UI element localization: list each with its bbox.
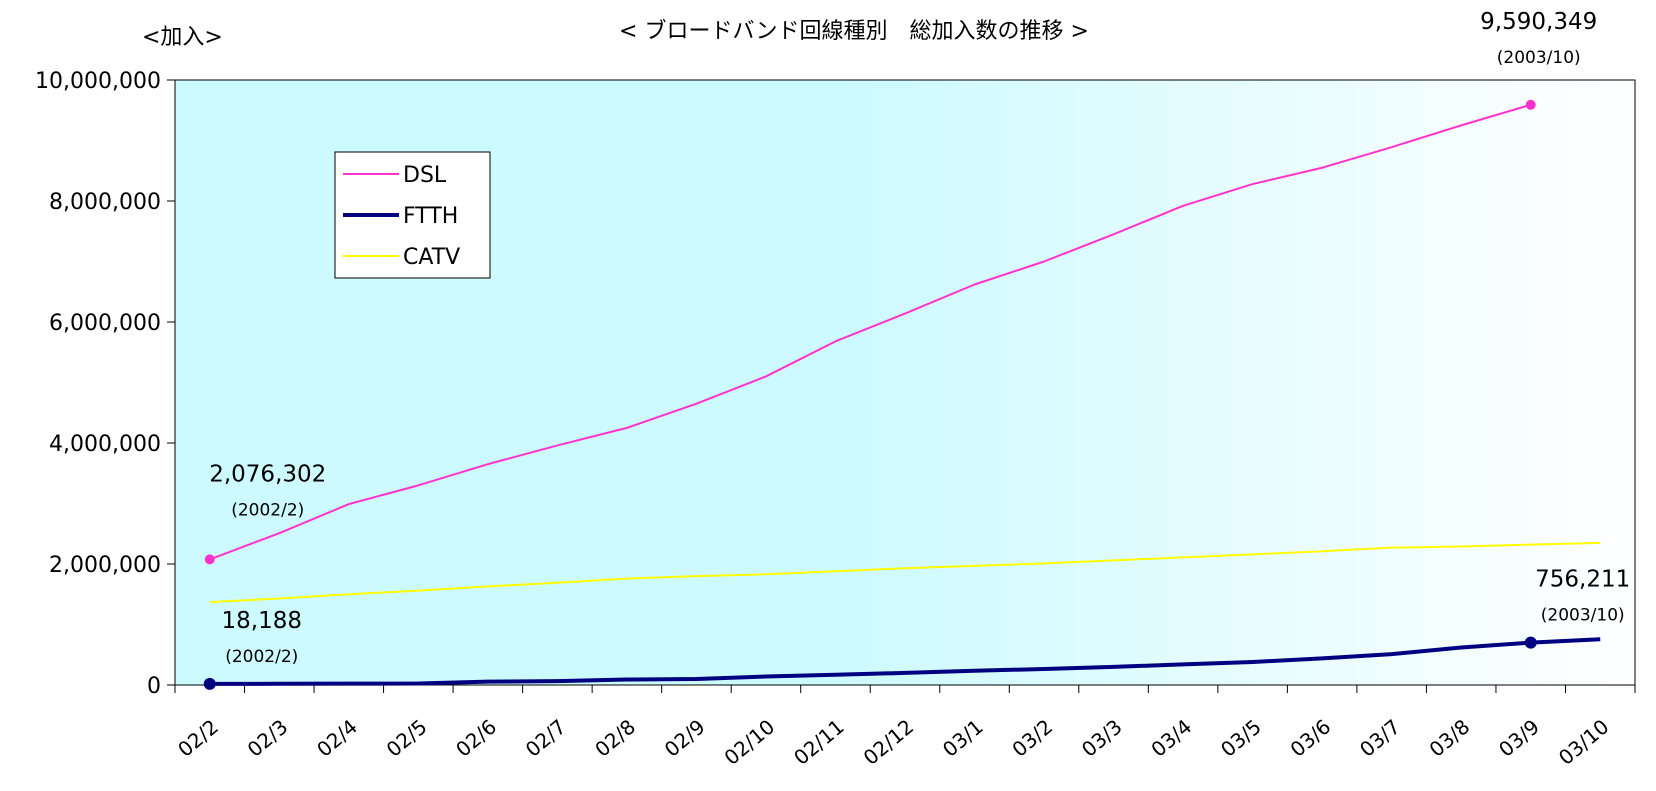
legend-label-dsl: DSL	[403, 163, 447, 188]
x-tick-label: 02/6	[451, 714, 501, 761]
annotation-date: (2003/10)	[1497, 48, 1581, 68]
series-line-dsl	[209, 103, 1531, 561]
legend-label-catv: CATV	[403, 245, 460, 270]
y-tick-label: 4,000,000	[49, 432, 161, 457]
y-tick-label: 10,000,000	[35, 69, 161, 94]
point-marker-ftth	[1524, 636, 1537, 649]
x-tick-label: 03/5	[1216, 714, 1266, 761]
x-tick-label: 03/8	[1425, 714, 1475, 761]
x-tick-label: 02/7	[521, 714, 571, 761]
x-tick-label: 02/8	[590, 714, 640, 761]
x-tick-label: 02/11	[789, 714, 849, 769]
series-layer	[209, 103, 1601, 686]
x-tick-label: 02/10	[720, 714, 780, 769]
annotation-date: (2003/10)	[1541, 606, 1625, 626]
legend: DSL FTTH CATV	[334, 151, 491, 279]
x-tick-label: 03/3	[1077, 714, 1127, 761]
x-tick-label: 03/1	[938, 714, 988, 761]
annotation-date: (2002/2)	[225, 647, 298, 667]
series-line-ftth	[209, 637, 1601, 686]
x-tick-label: 02/4	[312, 714, 362, 761]
annotation-value: 2,076,302	[209, 461, 326, 487]
y-tick-label: 2,000,000	[49, 553, 161, 578]
chart-title: < ブロードバンド回線種別 総加入数の推移 >	[619, 19, 1089, 44]
point-marker-dsl	[1525, 99, 1536, 110]
y-axis-unit-label: <加入>	[142, 25, 223, 50]
y-tick-label: 8,000,000	[49, 190, 161, 215]
x-tick-label: 02/12	[859, 714, 919, 769]
x-tick-label: 02/3	[243, 714, 293, 761]
legend-label-ftth: FTTH	[403, 204, 458, 229]
annotation-value: 18,188	[222, 608, 302, 634]
annotation-value: 9,590,349	[1480, 9, 1597, 35]
point-marker-ftth	[203, 677, 216, 690]
y-tick-label: 6,000,000	[49, 311, 161, 336]
series-line-catv	[209, 541, 1601, 604]
x-tick-label: 02/5	[382, 714, 432, 761]
x-tick-label: 03/4	[1146, 714, 1196, 761]
point-marker-dsl	[204, 554, 215, 565]
y-tick-label: 0	[147, 674, 161, 699]
x-tick-label: 03/7	[1355, 714, 1405, 761]
x-tick-label: 02/2	[173, 714, 223, 761]
x-tick-label: 03/2	[1007, 714, 1057, 761]
annotation-date: (2002/2)	[231, 500, 304, 520]
annotation-layer: 2,076,302 (2002/2) 9,590,349 (2003/10) 18,18…	[203, 9, 1630, 690]
x-tick-label: 03/9	[1494, 714, 1544, 761]
annotation-value: 756,211	[1535, 567, 1630, 593]
x-tick-label: 03/6	[1286, 714, 1336, 761]
x-tick-label: 03/10	[1554, 714, 1614, 769]
x-tick-label: 02/9	[660, 714, 710, 761]
